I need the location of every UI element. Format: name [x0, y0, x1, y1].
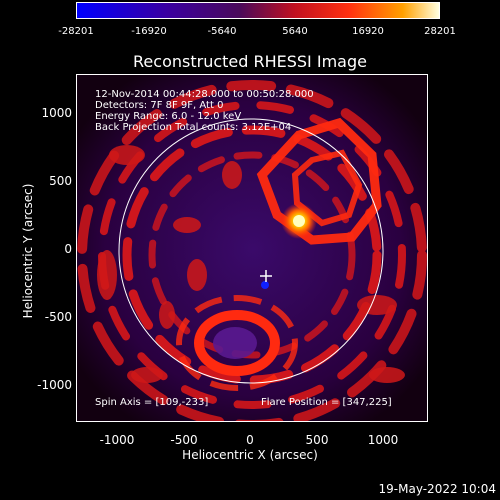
method-counts-text: Back Projection Total counts: 3.12E+04 [95, 122, 292, 133]
colorbar-tick: -28201 [58, 26, 94, 37]
colorbar-tick: 16920 [352, 26, 384, 37]
image-title: Reconstructed RHESSI Image [133, 52, 367, 71]
y-tick-label: -1000 [37, 378, 72, 392]
reconstructed-image [77, 75, 427, 421]
x-tick-label: 0 [246, 433, 254, 447]
footer-date: 19-May-2022 10:04 [378, 482, 496, 496]
y-tick-label: -500 [44, 310, 72, 324]
colorbar [76, 2, 440, 19]
plot-area: 12-Nov-2014 00:44:28.000 to 00:50:28.000… [76, 74, 428, 422]
x-tick-label: 500 [305, 433, 329, 447]
colorbar-tick: 5640 [282, 26, 308, 37]
spin-axis-text: Spin Axis = [109,-233] [95, 397, 209, 408]
energy-range-text: Energy Range: 6.0 - 12.0 keV [95, 111, 242, 122]
y-tick-label: 500 [49, 174, 72, 188]
detectors-text: Detectors: 7F 8F 9F, Att 0 [95, 100, 224, 111]
colorbar-tick: -5640 [207, 26, 237, 37]
x-tick-label: 1000 [367, 433, 399, 447]
y-axis-label: Heliocentric Y (arcsec) [21, 183, 35, 319]
colorbar-tick: 28201 [424, 26, 456, 37]
time-range-text: 12-Nov-2014 00:44:28.000 to 00:50:28.000 [95, 89, 314, 100]
flare-position-text: Flare Position = [347,225] [261, 397, 392, 408]
x-tick-label: -1000 [99, 433, 135, 447]
colorbar-tick: -16920 [131, 26, 167, 37]
y-tick-label: 0 [64, 242, 72, 256]
x-tick-label: -500 [170, 433, 198, 447]
x-axis-label: Heliocentric X (arcsec) [182, 448, 318, 462]
y-tick-label: 1000 [41, 106, 72, 120]
